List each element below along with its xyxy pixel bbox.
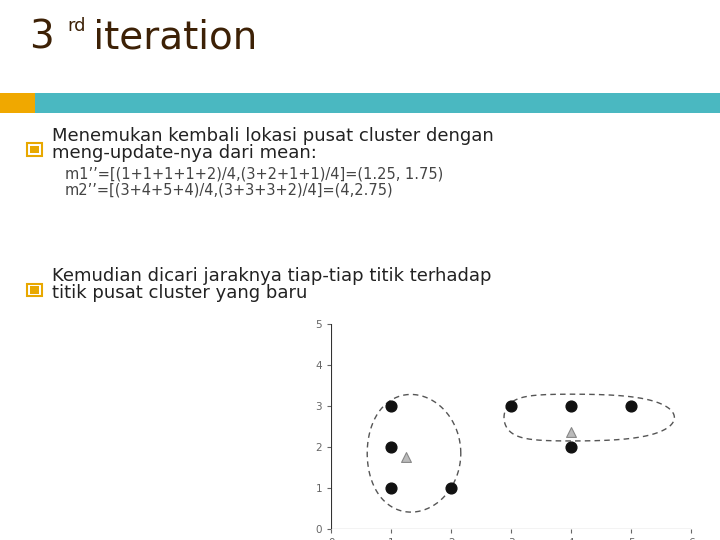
Point (505, 402, 517, 410)
Point (385, 484, 397, 492)
Text: meng-update-nya dari mean:: meng-update-nya dari mean: (52, 144, 317, 162)
Text: iteration: iteration (81, 19, 258, 57)
Point (385, 443, 397, 451)
Text: Kemudian dicari jaraknya tiap-tiap titik terhadap: Kemudian dicari jaraknya tiap-tiap titik… (52, 267, 491, 285)
Text: titik pusat cluster yang baru: titik pusat cluster yang baru (52, 285, 307, 302)
Point (565, 428, 577, 436)
Text: rd: rd (68, 17, 86, 35)
Text: m2’’=[(3+4+5+4)/4,(3+3+3+2)/4]=(4,2.75): m2’’=[(3+4+5+4)/4,(3+3+3+2)/4]=(4,2.75) (65, 183, 393, 198)
Point (385, 402, 397, 410)
Point (446, 484, 457, 492)
Point (626, 402, 637, 410)
Text: 3: 3 (29, 19, 53, 57)
Point (565, 443, 577, 451)
Text: m1’’=[(1+1+1+1+2)/4,(3+2+1+1)/4]=(1.25, 1.75): m1’’=[(1+1+1+1+2)/4,(3+2+1+1)/4]=(1.25, … (65, 166, 443, 181)
Point (400, 453, 412, 462)
Text: Menemukan kembali lokasi pusat cluster dengan: Menemukan kembali lokasi pusat cluster d… (52, 127, 494, 145)
Point (565, 402, 577, 410)
